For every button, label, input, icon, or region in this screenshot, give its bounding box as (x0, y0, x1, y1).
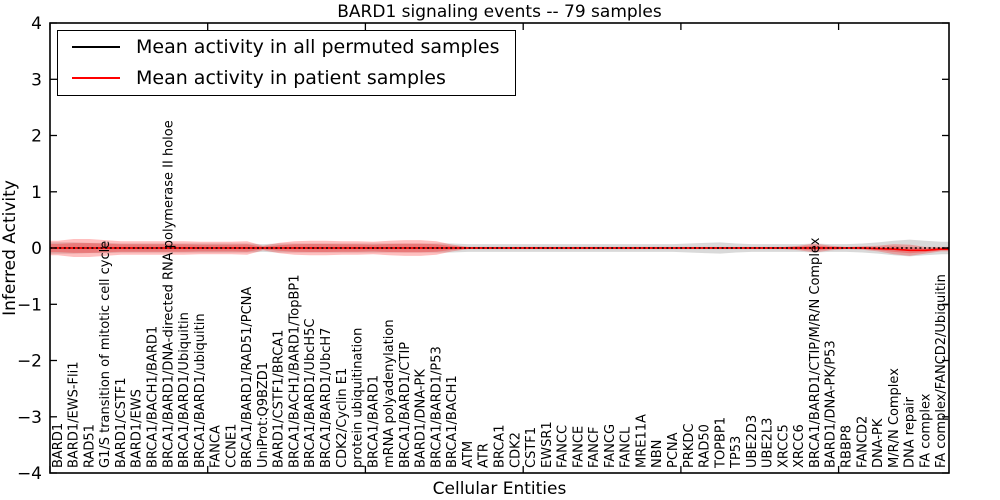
legend-label-patient: Mean activity in patient samples (136, 66, 446, 89)
category-label: BARD1 (51, 423, 66, 468)
category-label: RAD51 (82, 424, 97, 468)
y-tick-label: 3 (31, 70, 42, 90)
category-label: BARD1/CSTF1/BRCA1 (272, 330, 287, 468)
category-label: FANCG (603, 424, 618, 468)
category-label: BRCA1/BARD1/CTIP/M/R/N Complex (808, 237, 823, 468)
category-label: BRCA1/BARD1/P53 (429, 346, 444, 468)
category-label: BRCA1/BARD1/ubiquitin (193, 313, 208, 468)
category-label: FANCE (571, 426, 586, 468)
category-label: FA complex (918, 393, 933, 468)
y-axis-label: Inferred Activity (0, 180, 20, 316)
category-label: BRCA1/BACH1/BARD1 (146, 326, 161, 468)
category-label: BRCA1/BARD1/UbcH5C (303, 319, 318, 468)
category-label: UBE2L3 (761, 418, 776, 468)
category-label: BARD1/EWS-Fli1 (67, 362, 82, 469)
category-label: UBE2D3 (745, 415, 760, 468)
category-label: BRCA1/BARD1/RAD51/PCNA (240, 287, 255, 468)
category-label: XRCC6 (792, 424, 807, 468)
category-label: BRCA1/BACH1/BARD1/TopBP1 (288, 275, 303, 468)
category-label: BARD1/EWS (130, 389, 145, 468)
legend-entry-permuted: Mean activity in all permuted samples (58, 31, 515, 62)
category-label: BARD1/DNA-PK (414, 369, 429, 468)
category-label: FANCD2 (855, 416, 870, 468)
category-label: EWSR1 (540, 421, 555, 468)
category-label: BRCA1/BACH1 (445, 375, 460, 468)
category-label: BRCA1/BARD1/CTIP (398, 342, 413, 468)
category-label: UniProt:Q9BZD1 (256, 362, 271, 468)
category-label: ATM (461, 441, 476, 468)
permuted-line-sample (72, 45, 120, 48)
category-label: protein ubiquitination (351, 328, 366, 468)
category-label: G1/S transition of mitotic cell cycle (98, 241, 113, 468)
category-label: MRE11A (634, 414, 649, 468)
category-label: FANCC (556, 425, 571, 468)
y-tick-label: 0 (31, 239, 42, 259)
patient-line-sample (72, 76, 120, 79)
category-label: XRCC5 (776, 424, 791, 468)
category-label: RBBP8 (840, 425, 855, 468)
category-label: BARD1/CSTF1 (114, 377, 129, 468)
category-label: PRKDC (682, 424, 697, 468)
category-label: M/R/N Complex (887, 368, 902, 468)
category-label: NBN (650, 440, 665, 468)
category-label: CSTF1 (524, 427, 539, 468)
y-tick-label: −4 (17, 464, 42, 484)
legend: Mean activity in all permuted samples Me… (57, 30, 516, 96)
legend-label-permuted: Mean activity in all permuted samples (136, 35, 500, 58)
category-label: BRCA1 (493, 424, 508, 468)
category-label: mRNA polyadenylation (382, 319, 397, 468)
category-label: FA complex/FANCD2/Ubiquitin (934, 274, 949, 468)
category-label: CDK2 (508, 432, 523, 468)
category-label: BRCA1/BARD1/Ubiquitin (177, 312, 192, 468)
category-label: FANCL (619, 426, 634, 468)
category-label: BARD1/DNA-PK/P53 (824, 340, 839, 468)
category-label: TP53 (729, 436, 744, 469)
legend-entry-patient: Mean activity in patient samples (58, 62, 515, 93)
category-label: RAD50 (698, 424, 713, 468)
category-label: DNA repair (903, 396, 918, 468)
category-label: PCNA (666, 432, 681, 468)
y-tick-label: −3 (17, 408, 42, 428)
x-axis-label: Cellular Entities (432, 479, 567, 499)
category-label: BRCA1/BARD1/UbcH7 (319, 328, 334, 468)
category-label: CCNE1 (224, 424, 239, 468)
category-label: TOPBP1 (713, 417, 728, 469)
category-label: ATR (477, 443, 492, 468)
y-tick-label: 1 (31, 183, 42, 203)
y-tick-label: 2 (31, 127, 42, 147)
category-label: CDK2/Cyclin E1 (335, 368, 350, 468)
category-label: FANCF (587, 427, 602, 468)
y-tick-label: −1 (17, 295, 42, 315)
y-tick-label: 4 (31, 14, 42, 34)
category-label: BRCA1/BARD1 (366, 375, 381, 468)
chart-title: BARD1 signaling events -- 79 samples (337, 2, 662, 22)
category-label: FANCA (209, 425, 224, 468)
y-tick-label: −2 (17, 352, 42, 372)
category-label: BRCA1/BARD1/DNA-directed RNA polymerase … (161, 120, 176, 468)
category-label: DNA-PK (871, 418, 886, 468)
